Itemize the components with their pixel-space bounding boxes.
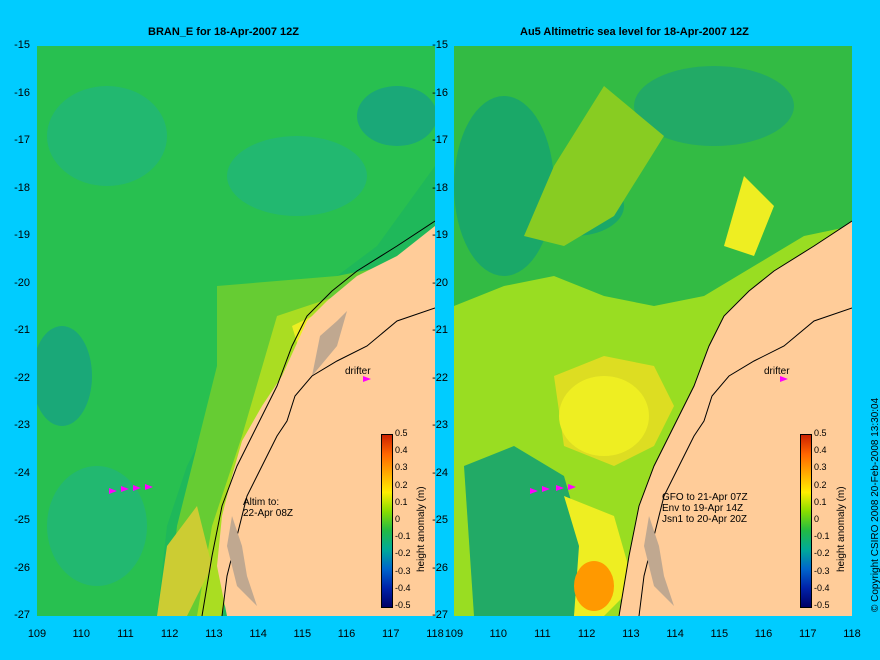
y-tick-label: -22 <box>14 371 30 384</box>
colorbar-tick-label: -0.3 <box>814 565 830 576</box>
colorbar-tick-label: 0.1 <box>814 496 827 507</box>
y-tick-label: -25 <box>14 514 30 526</box>
y-tick-label: -23 <box>432 419 448 431</box>
left-drifter-markers <box>109 376 371 494</box>
colorbar-tick-label: 0.1 <box>395 496 408 507</box>
y-tick-label: -25 <box>432 514 448 526</box>
colorbar-tick-label: 0.4 <box>814 445 827 456</box>
y-tick-label: -24 <box>432 466 448 479</box>
y-tick-label: -17 <box>432 134 448 146</box>
y-tick-label: -21 <box>432 324 448 336</box>
left-colorbar <box>381 434 393 608</box>
colorbar-tick-label: 0.2 <box>395 479 408 490</box>
y-tick-label: -22 <box>432 371 448 384</box>
left-map-panel <box>37 46 435 616</box>
colorbar-tick-label: -0.1 <box>814 531 830 542</box>
y-tick-label: -20 <box>14 276 30 289</box>
left-colorbar-label: height anomaly (m) <box>416 486 427 572</box>
colorbar-tick-label: -0.4 <box>395 582 411 593</box>
x-tick-label: 110 <box>72 628 90 640</box>
right-colorbar <box>800 434 812 608</box>
right-colorbar-label: height anomaly (m) <box>836 486 847 572</box>
y-tick-label: -27 <box>432 609 448 621</box>
right-satellite-note: GFO to 21-Apr 07Z Env to 19-Apr 14Z Jsn1… <box>662 492 748 525</box>
x-tick-label: 114 <box>666 628 684 640</box>
x-tick-label: 116 <box>337 628 356 640</box>
x-tick-label: 118 <box>426 628 444 640</box>
left-drifter-label: drifter <box>345 366 371 377</box>
y-tick-label: -26 <box>14 561 30 574</box>
y-tick-label: -24 <box>14 466 30 479</box>
colorbar-tick-label: -0.1 <box>395 531 411 542</box>
y-tick-label: -17 <box>14 134 30 146</box>
x-tick-label: 110 <box>489 628 507 640</box>
x-tick-label: 111 <box>117 628 134 640</box>
x-tick-label: 115 <box>293 628 312 640</box>
y-tick-label: -18 <box>432 181 448 194</box>
y-tick-label: -18 <box>14 181 30 194</box>
y-tick-label: -23 <box>14 419 30 431</box>
colorbar-tick-label: 0 <box>395 514 401 524</box>
x-tick-label: 116 <box>754 628 773 640</box>
x-tick-label: 113 <box>205 628 223 640</box>
colorbar-tick-label: -0.3 <box>395 565 411 576</box>
colorbar-tick-label: -0.5 <box>814 600 830 610</box>
y-tick-label: -27 <box>14 609 30 621</box>
y-tick-label: -15 <box>432 39 448 51</box>
colorbar-tick-label: -0.2 <box>814 548 830 559</box>
x-tick-label: 115 <box>710 628 729 640</box>
x-tick-label: 112 <box>577 628 596 640</box>
x-tick-label: 117 <box>798 628 817 640</box>
colorbar-tick-label: 0.3 <box>814 462 827 473</box>
colorbar-tick-label: 0.4 <box>395 445 408 456</box>
copyright-stamp: © Copyright CSIRO 2008 20-Feb-2008 13:30… <box>870 397 880 612</box>
y-tick-label: -16 <box>14 86 30 99</box>
y-tick-label: -19 <box>432 229 448 241</box>
colorbar-tick-label: 0 <box>814 514 820 524</box>
colorbar-tick-label: 0.3 <box>395 462 408 473</box>
x-tick-label: 112 <box>160 628 179 640</box>
right-drifter-label: drifter <box>764 366 790 377</box>
colorbar-tick-label: 0.2 <box>814 479 827 490</box>
x-tick-label: 118 <box>843 628 861 640</box>
left-map-title: BRAN_E for 18-Apr-2007 12Z <box>148 26 299 38</box>
y-tick-label: -15 <box>14 39 30 51</box>
colorbar-tick-label: -0.2 <box>395 548 411 559</box>
x-tick-label: 109 <box>27 628 47 640</box>
y-tick-label: -26 <box>432 561 448 574</box>
x-tick-label: 111 <box>534 628 551 640</box>
x-tick-label: 113 <box>622 628 640 640</box>
colorbar-tick-label: 0.5 <box>814 428 827 438</box>
y-tick-label: -16 <box>432 86 448 99</box>
left-altim-note: Altim to: 22-Apr 08Z <box>243 497 294 519</box>
y-tick-label: -21 <box>14 324 30 336</box>
colorbar-tick-label: -0.4 <box>814 582 830 593</box>
x-tick-label: 117 <box>381 628 400 640</box>
x-tick-label: 114 <box>249 628 267 640</box>
y-tick-label: -19 <box>14 229 30 241</box>
colorbar-tick-label: 0.5 <box>395 428 408 438</box>
right-map-panel <box>454 46 852 616</box>
colorbar-tick-label: -0.5 <box>395 600 411 610</box>
right-map-title: Au5 Altimetric sea level for 18-Apr-2007… <box>520 26 749 38</box>
right-drifter-markers <box>530 376 788 494</box>
x-tick-label: 109 <box>444 628 464 640</box>
y-tick-label: -20 <box>432 276 448 289</box>
